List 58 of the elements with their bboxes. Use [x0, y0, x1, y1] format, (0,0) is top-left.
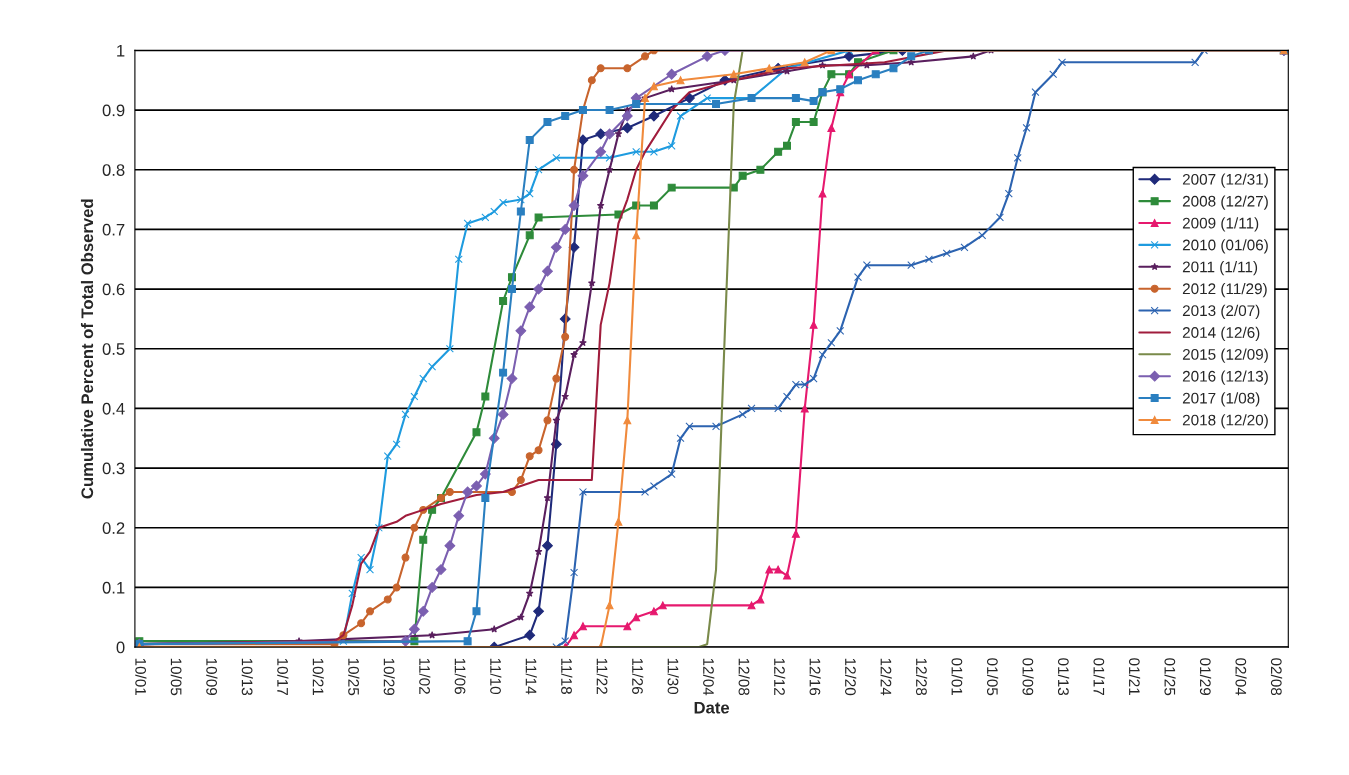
- x-tick-label: 10/01: [135, 658, 147, 696]
- x-tick-label: 12/28: [915, 658, 928, 696]
- y-tick-label: 0.1: [102, 581, 125, 594]
- y-tick-label: 0.4: [102, 402, 125, 415]
- y-tick-label: 0.3: [102, 462, 125, 475]
- legend-label: 2009 (1/11): [1182, 217, 1259, 232]
- x-tick-label: 10/17: [277, 658, 289, 696]
- x-tick-label: 01/13: [1057, 658, 1070, 696]
- legend-label: 2014 (12/6): [1182, 326, 1260, 341]
- x-tick-label: 01/29: [1199, 658, 1212, 696]
- y-tick-label: 1: [117, 44, 125, 57]
- y-tick-label: 0.2: [102, 522, 125, 534]
- legend-label: 2010 (01/06): [1182, 239, 1268, 254]
- x-tick-label: 12/16: [809, 658, 821, 696]
- y-tick-label: 0.7: [102, 223, 125, 236]
- x-tick-label: 12/08: [738, 658, 750, 696]
- x-tick-label: 11/18: [561, 658, 573, 694]
- x-tick-label: 01/21: [1128, 658, 1141, 696]
- x-axis-title: Date: [694, 701, 730, 714]
- legend-label: 2017 (1/08): [1182, 392, 1260, 407]
- legend-label: 2011 (1/11): [1182, 261, 1258, 276]
- x-tick-label: 10/21: [312, 658, 324, 696]
- x-tick-label: 02/08: [1270, 658, 1283, 696]
- legend-label: 2018 (12/20): [1182, 414, 1268, 429]
- x-tick-label: 11/14: [525, 658, 537, 695]
- x-tick-label: 02/04: [1235, 658, 1247, 696]
- x-tick-label: 11/10: [490, 658, 502, 695]
- legend-label: 2016 (12/13): [1182, 370, 1268, 385]
- x-tick-label: 12/20: [845, 658, 857, 696]
- y-tick-label: 0.5: [102, 343, 125, 355]
- x-tick-label: 11/02: [419, 658, 431, 694]
- legend-label: 2008 (12/27): [1182, 195, 1268, 210]
- x-tick-label: 10/09: [206, 658, 218, 696]
- x-tick-label: 11/26: [632, 658, 644, 694]
- y-tick-label: 0.8: [102, 164, 125, 176]
- y-axis-title: Cumulative Percent of Total Observed: [80, 199, 94, 499]
- x-tick-label: 01/05: [986, 658, 999, 696]
- y-tick-label: 0.6: [102, 283, 125, 296]
- x-tick-label: 01/17: [1093, 658, 1105, 696]
- x-tick-label: 12/04: [703, 658, 715, 696]
- legend-label: 2007 (12/31): [1182, 173, 1268, 188]
- x-tick-label: 10/13: [241, 658, 253, 696]
- y-tick-label: 0: [116, 641, 125, 654]
- x-tick-label: 12/24: [880, 658, 892, 696]
- x-tick-label: 01/09: [1022, 658, 1034, 696]
- legend-label: 2013 (2/07): [1182, 304, 1260, 320]
- x-tick-label: 12/12: [774, 658, 786, 696]
- x-tick-label: 01/01: [951, 658, 963, 696]
- x-tick-label: 10/25: [348, 658, 360, 696]
- x-tick-label: 10/29: [383, 658, 395, 696]
- x-tick-label: 01/25: [1164, 658, 1176, 696]
- legend-label: 2012 (11/29): [1182, 282, 1267, 298]
- x-tick-label: 11/30: [667, 658, 679, 695]
- x-tick-label: 11/06: [454, 658, 466, 694]
- legend-label: 2015 (12/09): [1182, 348, 1268, 363]
- x-tick-label: 10/05: [170, 658, 182, 696]
- x-tick-label: 11/22: [596, 658, 608, 694]
- y-tick-label: 0.9: [102, 104, 125, 117]
